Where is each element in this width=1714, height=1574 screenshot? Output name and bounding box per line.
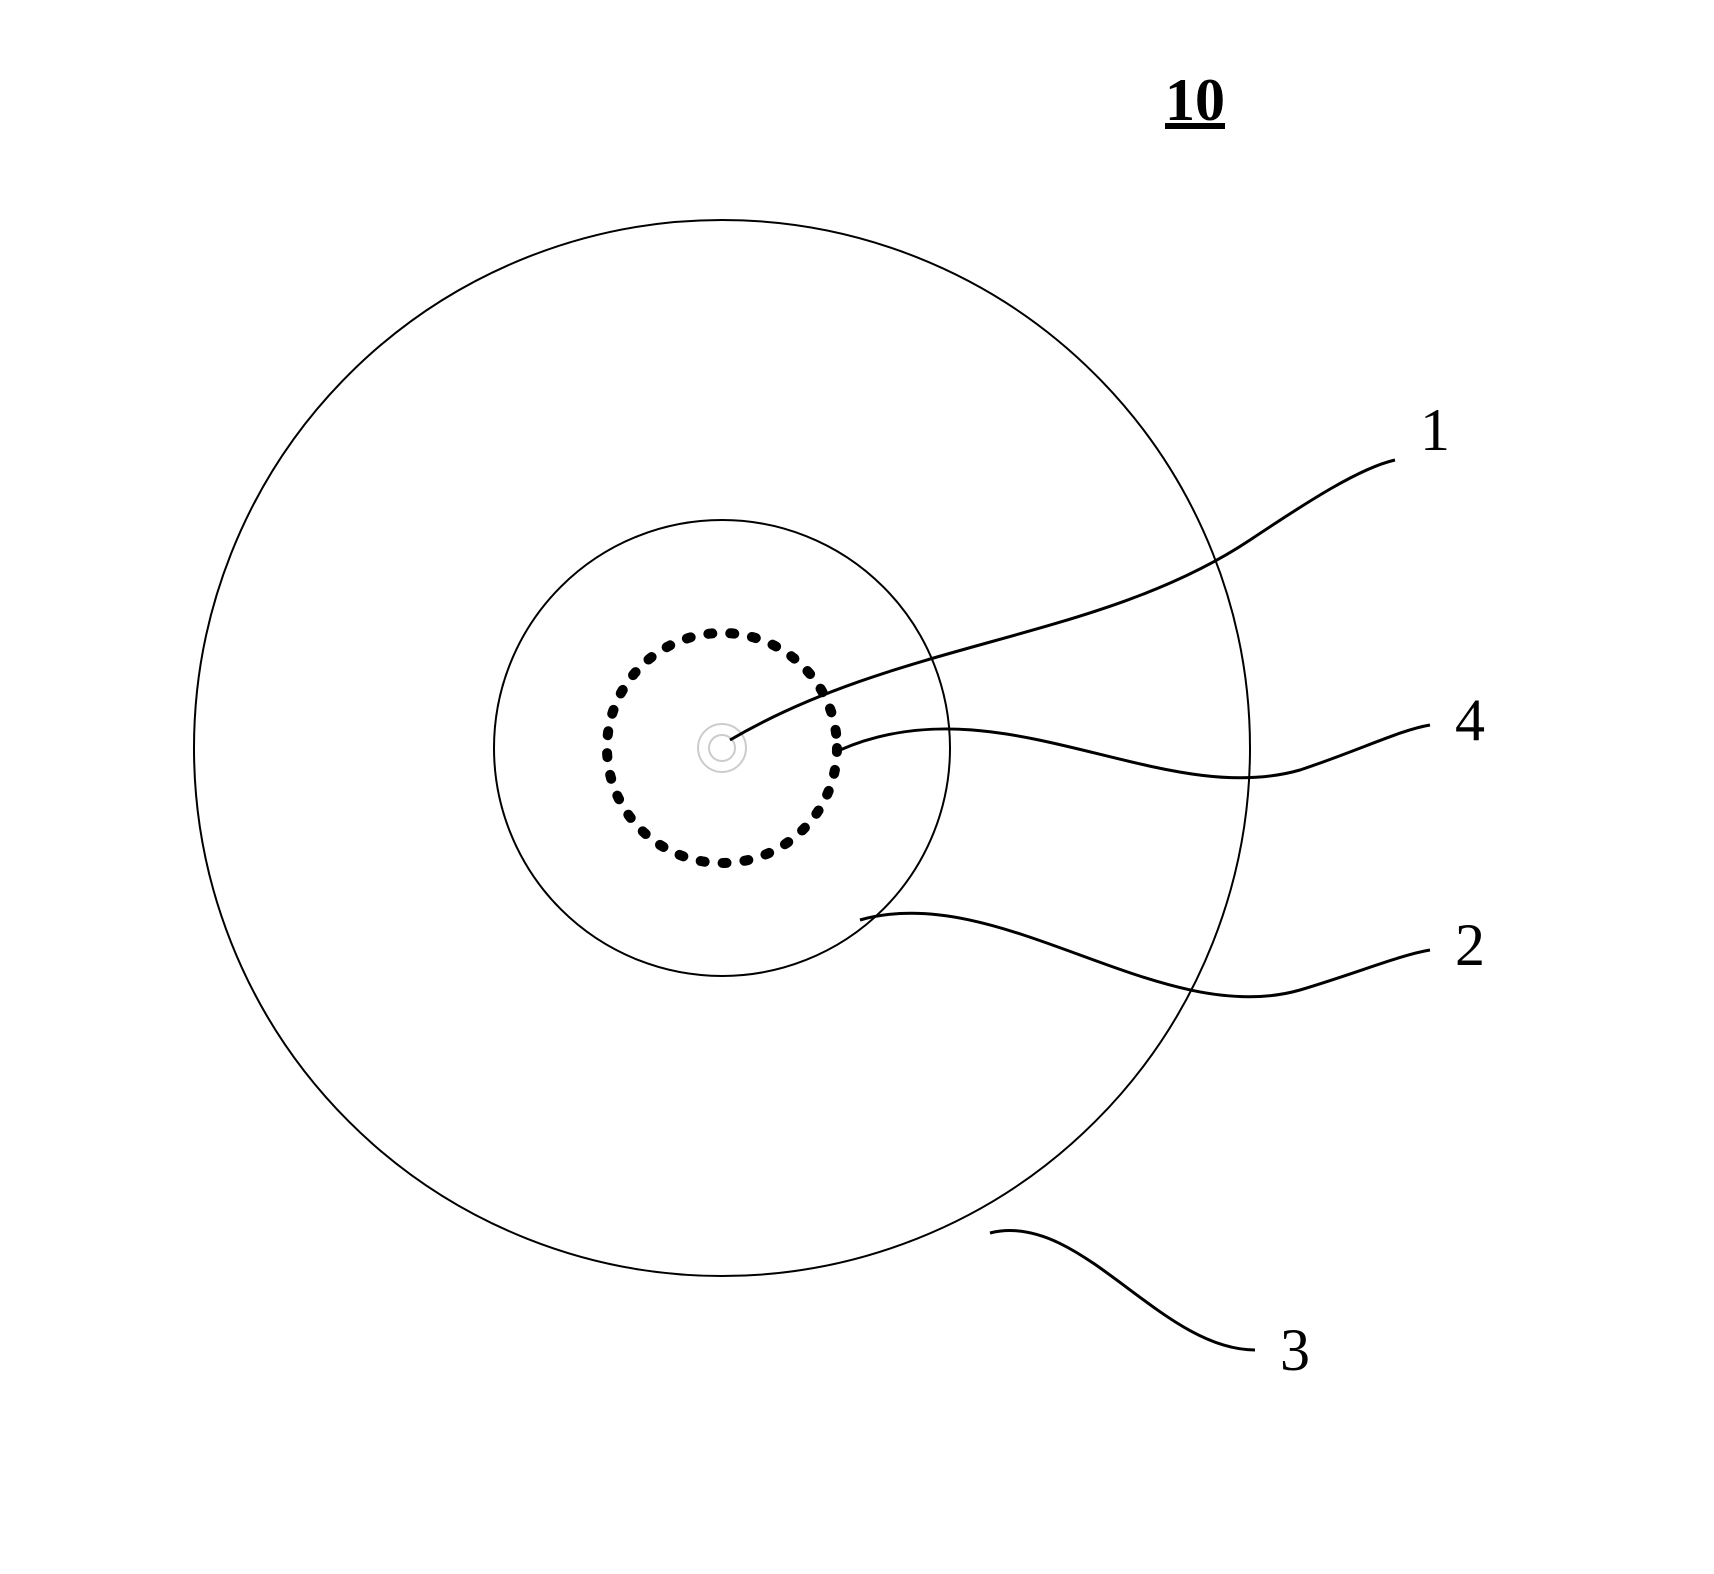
figure-title: 10 [1165, 67, 1225, 133]
background [0, 0, 1714, 1574]
callout-label-3: 3 [1280, 1317, 1310, 1383]
concentric-circle-diagram: 10 1 4 2 3 [0, 0, 1714, 1574]
callout-label-1: 1 [1420, 397, 1450, 463]
callout-label-2: 2 [1455, 912, 1485, 978]
callout-label-4: 4 [1455, 687, 1485, 753]
